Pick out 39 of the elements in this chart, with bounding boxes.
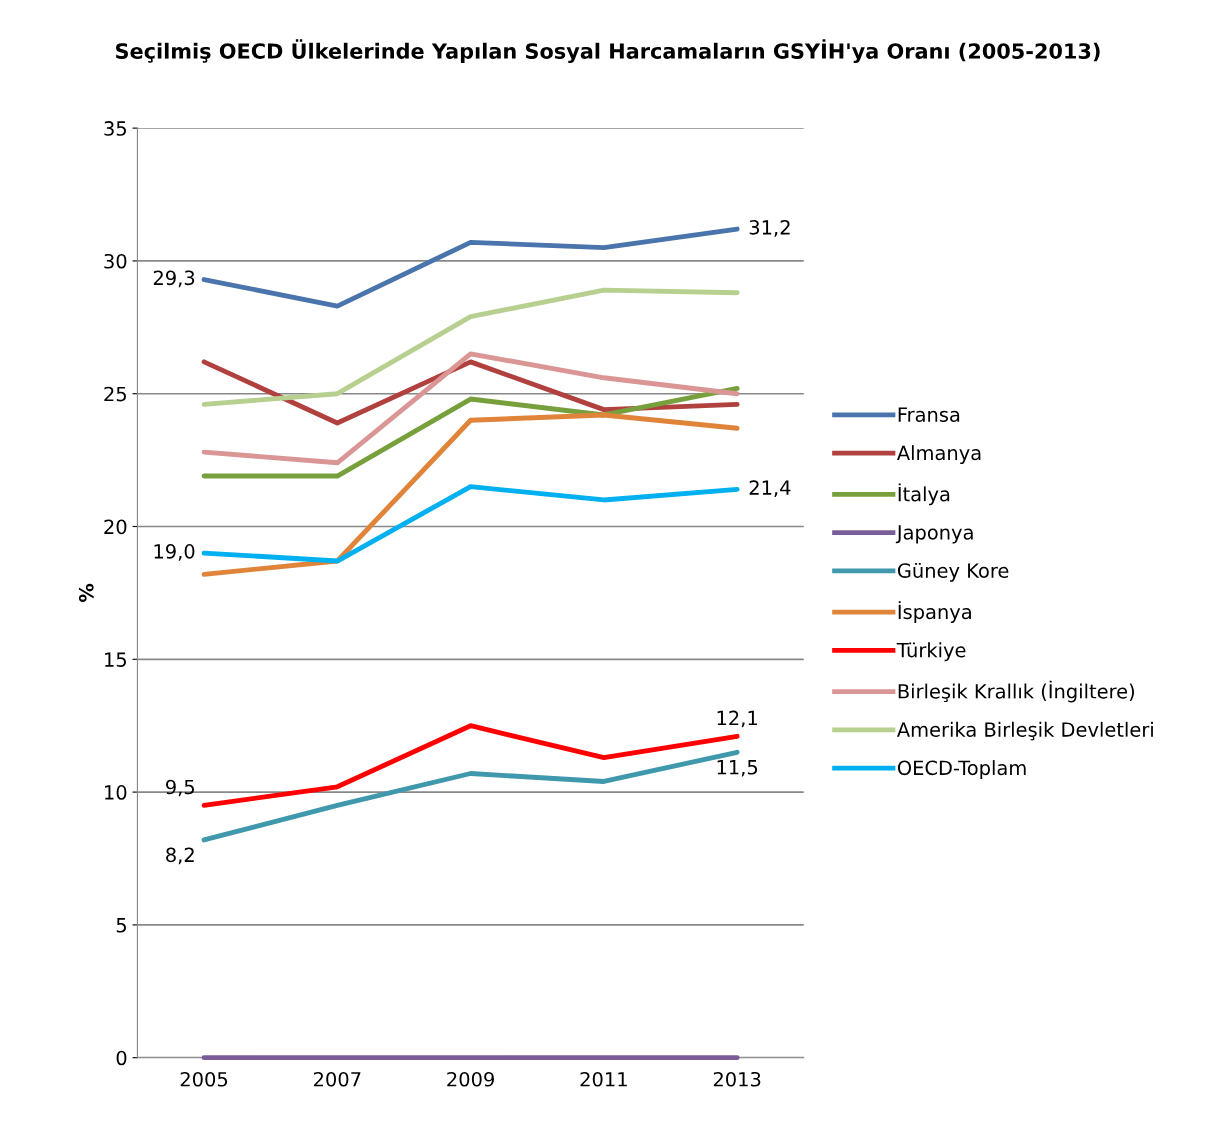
y-tick-label: 5 (116, 918, 126, 933)
chart-title: Seçilmiş OECD Ülkelerinde Yapılan Sosyal Harcamaların GSYİH'ya Oranı (2005-2013) (116, 39, 1100, 64)
x-tick-label: 2013 (713, 1071, 761, 1087)
legend-label: Güney Kore (897, 562, 1009, 582)
line-series (201, 226, 740, 309)
data-label: 29,3 (153, 270, 195, 288)
y-tick-label: 30 (104, 253, 127, 269)
x-tick-label: 2005 (180, 1071, 228, 1087)
data-label: 9,5 (166, 779, 195, 797)
line-series (201, 484, 740, 564)
data-label: 21,4 (749, 480, 791, 497)
data-label: 31,2 (749, 219, 790, 237)
legend-label: İspanya (898, 601, 971, 623)
data-label: 11,5 (717, 760, 758, 777)
x-tick-label: 2007 (314, 1071, 361, 1087)
x-tick-label: 2011 (580, 1071, 627, 1087)
legend-label: Japonya (895, 525, 973, 544)
legend-label: Türkiye (896, 642, 966, 662)
y-tick-label: 0 (116, 1050, 127, 1066)
legend-label: Fransa (898, 407, 960, 422)
legend-label: OECD-Toplam (897, 760, 1026, 779)
line-series (201, 287, 740, 407)
data-label: 19,0 (154, 544, 195, 561)
legend-label: Birleşik Krallık (İngiltere) (898, 680, 1135, 703)
line-series (201, 351, 740, 466)
y-axis-title: % (78, 583, 94, 603)
x-tick-label: 2009 (447, 1071, 494, 1087)
y-tick-label: 15 (105, 652, 126, 667)
line-series (201, 385, 740, 479)
legend-label: Almanya (896, 445, 981, 464)
y-tick-label: 35 (104, 121, 126, 136)
data-label: 8,2 (166, 847, 194, 865)
y-tick-label: 10 (105, 785, 127, 800)
line-series (201, 412, 740, 577)
legend-label: İtalya (898, 483, 950, 506)
legend-label: Amerika Birleşik Devletleri (896, 721, 1153, 741)
y-tick-label: 25 (104, 386, 126, 402)
y-tick-label: 20 (104, 519, 127, 535)
data-label: 12,1 (717, 710, 757, 728)
